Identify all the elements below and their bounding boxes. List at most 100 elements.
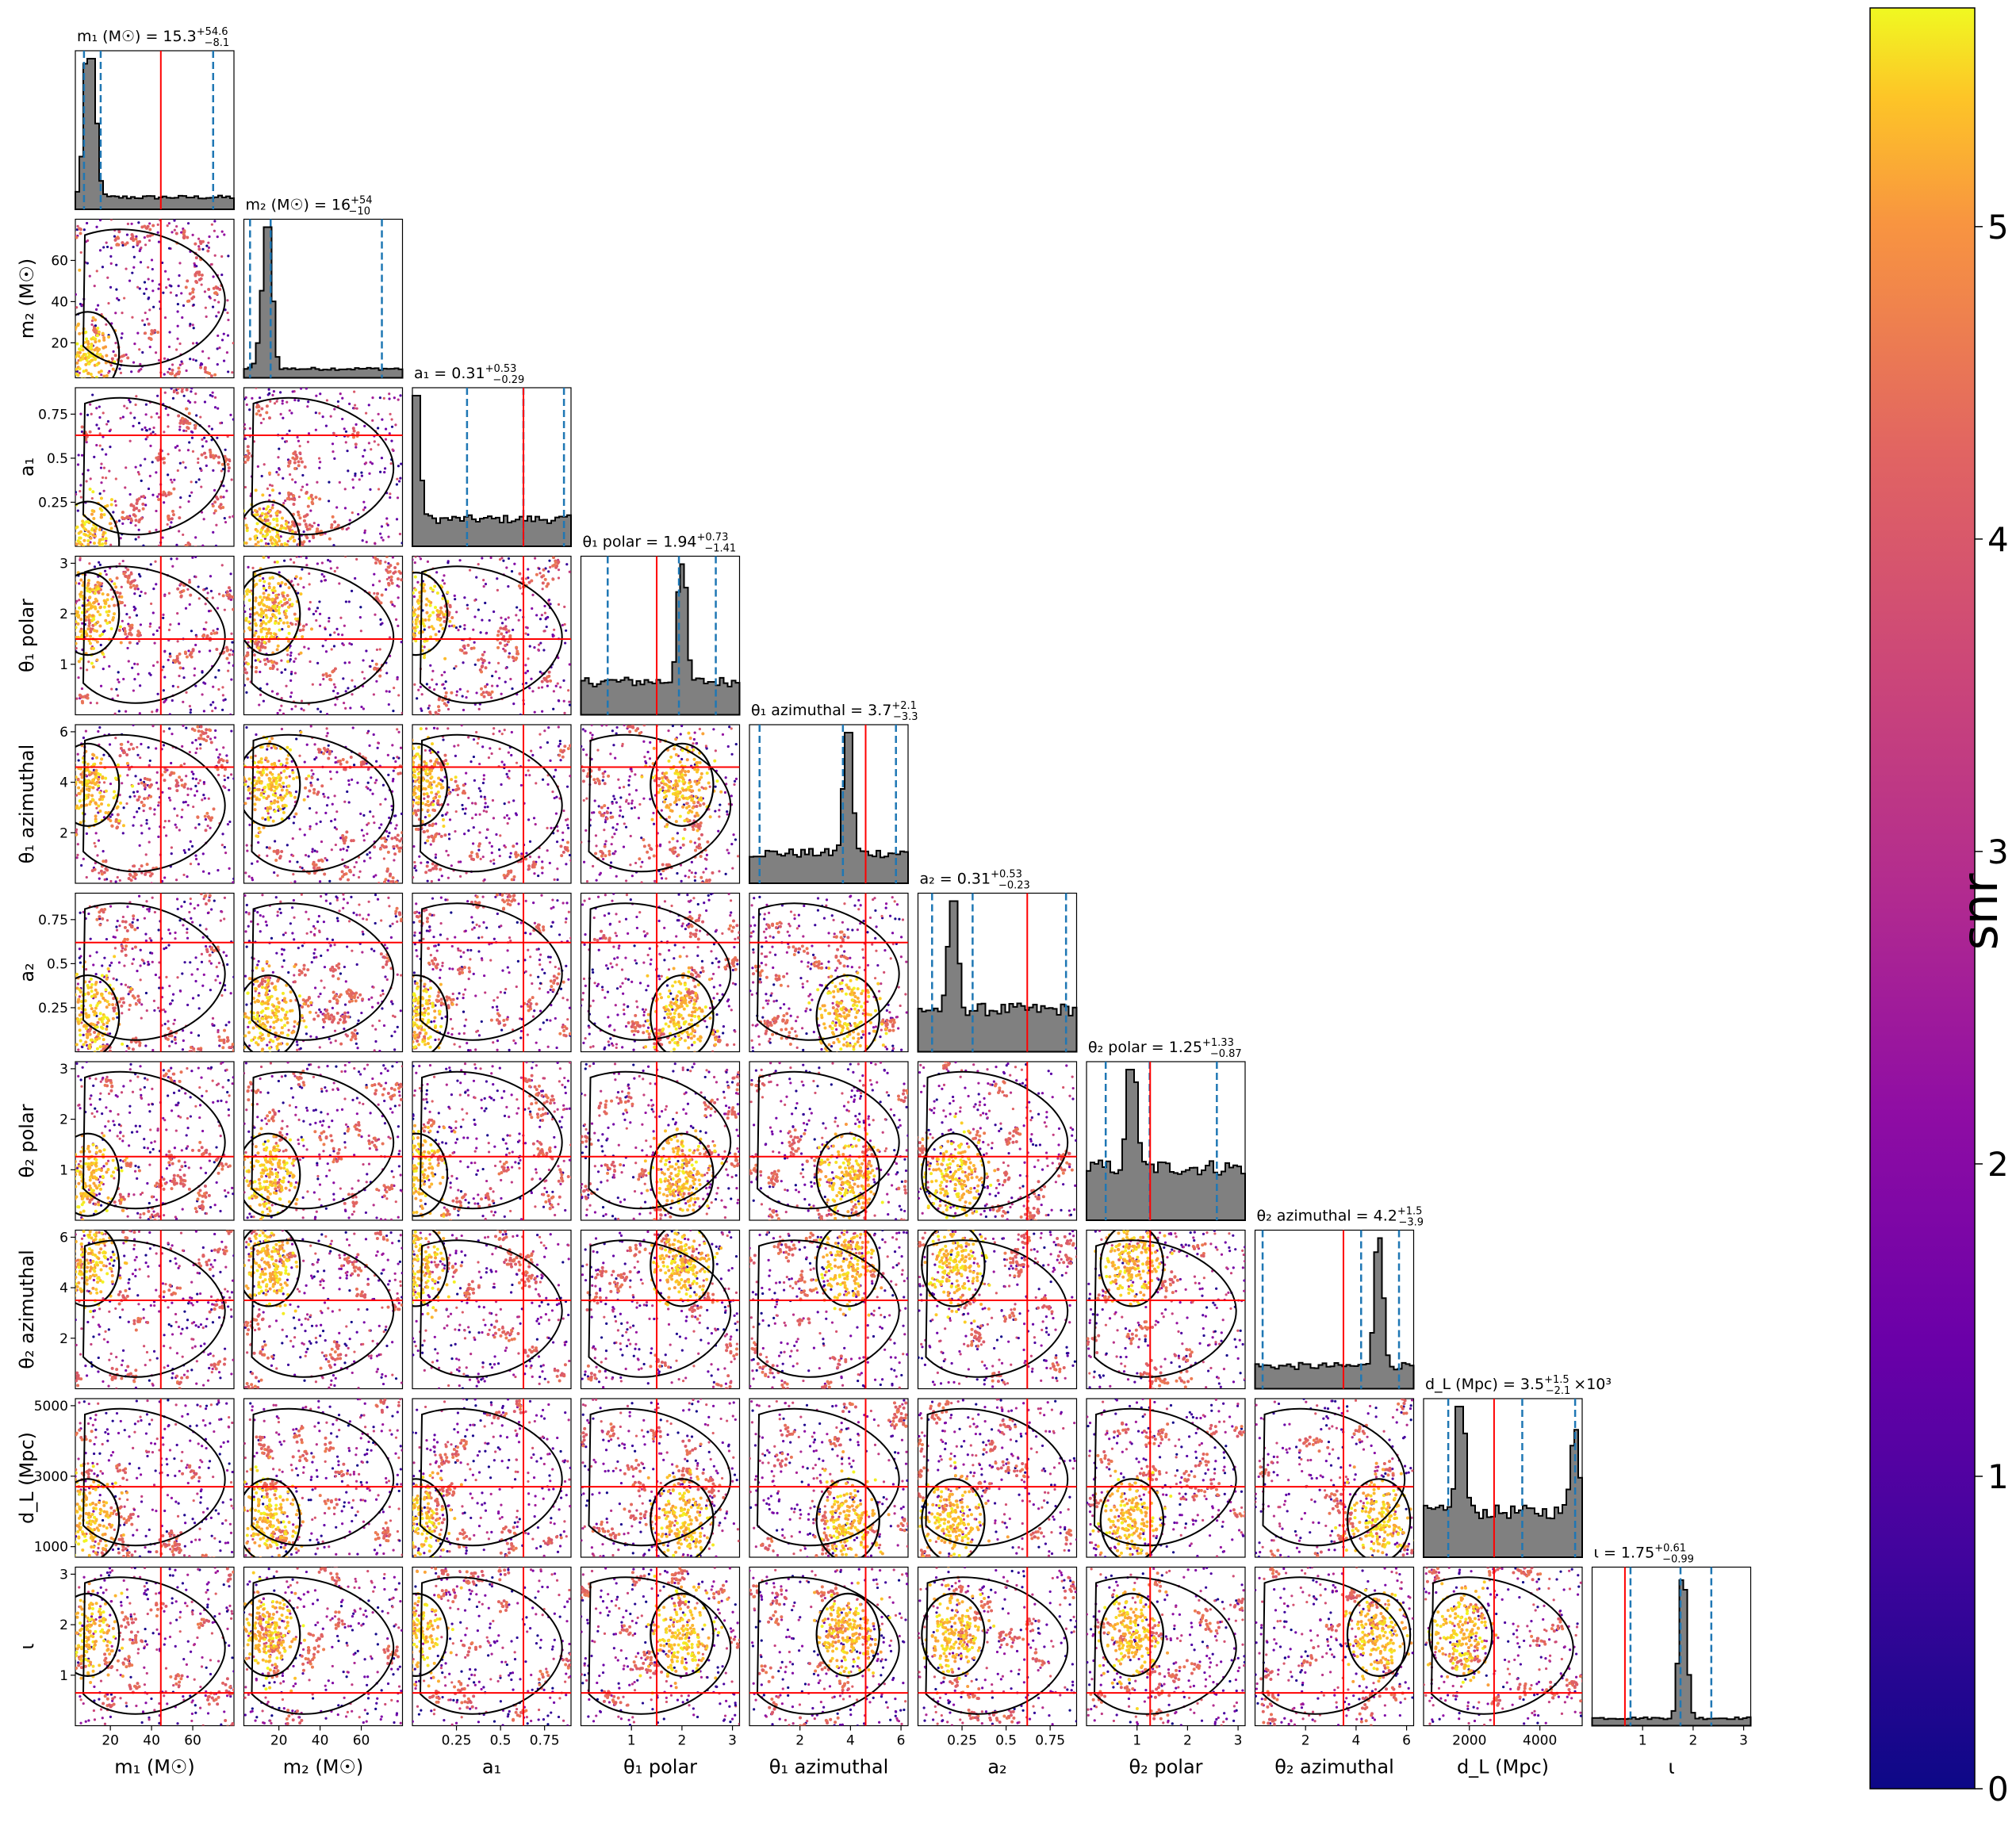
scatter-point (128, 632, 132, 636)
histogram-bars (1591, 1579, 1752, 1727)
scatter-point (104, 345, 108, 349)
scatter-point (194, 777, 198, 781)
scatter-point (221, 833, 224, 836)
scatter-point (454, 829, 457, 833)
scatter-point (138, 249, 141, 253)
scatter-point (408, 606, 412, 609)
scatter-point (483, 650, 486, 653)
scatter-point (247, 620, 251, 624)
scatter-point (123, 297, 126, 300)
scatter-point (141, 507, 145, 511)
scatter-point (70, 516, 73, 519)
scatter-point (336, 523, 340, 527)
scatter-point (335, 810, 339, 813)
scatter-point (333, 631, 336, 634)
scatter-point (206, 249, 210, 253)
scatter-point (328, 749, 332, 753)
scatter-point (366, 768, 370, 771)
scatter-point (335, 828, 339, 831)
scatter-point (393, 687, 396, 690)
scatter-point (178, 421, 182, 425)
scatter-point (156, 692, 159, 695)
scatter-point (369, 488, 372, 492)
scatter-point (90, 512, 94, 516)
scatter-point (217, 334, 220, 338)
scatter-point (554, 684, 558, 687)
scatter-point (63, 591, 67, 595)
scatter-point (188, 422, 192, 426)
scatter-point (214, 706, 217, 710)
scatter-point (216, 768, 220, 771)
scatter-point (274, 859, 278, 863)
scatter-point (542, 568, 546, 572)
scatter-point (209, 262, 213, 266)
scatter-point (305, 483, 309, 486)
scatter-point (142, 810, 145, 813)
scatter-point (79, 530, 83, 534)
scatter-point (106, 803, 110, 807)
scatter-point (96, 620, 100, 624)
scatter-point (99, 513, 103, 517)
scatter-point (82, 538, 86, 542)
scatter-point (360, 705, 363, 709)
scatter-point (75, 697, 79, 700)
scatter-point (332, 544, 335, 546)
scatter-point (259, 630, 263, 634)
scatter-point (205, 621, 208, 624)
scatter-point (81, 383, 84, 386)
histogram-bars (917, 900, 1078, 1053)
scatter-point (328, 879, 332, 882)
scatter-point (69, 773, 72, 776)
scatter-point (259, 531, 263, 535)
scatter-point (327, 558, 330, 562)
scatter-point (280, 697, 283, 700)
scatter-point (213, 220, 217, 223)
scatter-point (244, 589, 248, 593)
scatter-point (78, 371, 81, 375)
scatter-point (78, 582, 81, 585)
scatter-point (79, 618, 83, 622)
scatter-point (133, 608, 136, 612)
scatter-point (186, 787, 190, 791)
scatter-point (262, 576, 265, 580)
scatter-point (530, 579, 534, 583)
scatter-point (86, 413, 90, 416)
scatter-point (221, 694, 224, 697)
scatter-point (261, 816, 265, 820)
scatter-point (71, 521, 74, 524)
scatter-point (217, 455, 220, 459)
scatter-point (299, 576, 303, 580)
scatter-point (180, 815, 183, 819)
scatter-point (482, 659, 486, 663)
scatter-point (226, 311, 229, 315)
scatter-point (264, 589, 268, 592)
scatter-point (293, 461, 297, 465)
scatter-point (275, 519, 279, 523)
scatter-point (306, 504, 310, 508)
scatter-point (139, 261, 143, 264)
scatter-point (85, 832, 88, 835)
scatter-point (147, 297, 150, 301)
scatter-point (508, 817, 511, 821)
scatter-point (161, 457, 165, 461)
scatter-point (99, 369, 103, 373)
scatter-point (365, 786, 368, 789)
scatter-point (145, 777, 149, 781)
scatter-point (170, 517, 174, 521)
scatter-point (384, 878, 388, 882)
scatter-point (269, 400, 272, 403)
hist-panel-dL: d_L (Mpc) = 3.5+1.5 −2.1 ×10³ (1423, 1374, 1612, 1558)
scatter-point (182, 700, 185, 703)
scatter-point (436, 713, 440, 715)
scatter-point (357, 875, 361, 879)
scatter-point (286, 625, 290, 629)
scatter-point (240, 808, 243, 811)
scatter-point (264, 542, 268, 546)
scatter-point (110, 824, 114, 828)
scatter-point (89, 634, 93, 638)
scatter-point (270, 546, 273, 549)
scatter-point (98, 781, 101, 784)
scatter-point (266, 806, 270, 810)
scatter-point (310, 775, 314, 779)
scatter-point (122, 677, 125, 681)
